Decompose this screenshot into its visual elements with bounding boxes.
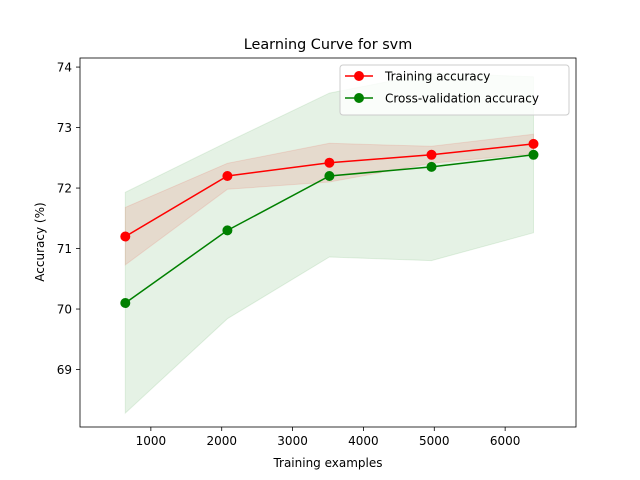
- x-axis-label: Training examples: [272, 456, 382, 470]
- series-1-point: [120, 231, 131, 242]
- x-tick-label: 4000: [348, 434, 379, 448]
- legend-box: [339, 64, 570, 116]
- series-2-point: [426, 161, 437, 172]
- y-axis-label: Accuracy (%): [33, 202, 47, 281]
- series-1-point: [528, 138, 539, 149]
- legend-label: Training accuracy: [384, 69, 490, 83]
- legend-label: Cross-validation accuracy: [385, 91, 539, 105]
- x-tick-label: 5000: [419, 434, 450, 448]
- series-1-point: [222, 171, 233, 181]
- y-tick-label: 72: [57, 181, 72, 195]
- y-tick-label: 73: [57, 121, 72, 135]
- y-tick-label: 70: [57, 302, 72, 316]
- series-2-point: [528, 149, 539, 160]
- legend-swatch-marker: [354, 71, 364, 81]
- x-tick-label: 6000: [490, 434, 521, 448]
- series-2-point: [222, 225, 233, 236]
- y-axis-ticks: 69 70 71 72 73 74: [57, 60, 80, 377]
- y-tick-label: 71: [57, 242, 72, 256]
- plot-frame: [79, 57, 577, 428]
- x-axis-ticks: 1000 2000 3000 4000 5000 6000: [136, 427, 521, 448]
- y-tick-label: 69: [57, 363, 72, 377]
- x-tick-label: 1000: [136, 434, 167, 448]
- series-markers: [120, 138, 539, 308]
- chart-title: Learning Curve for svm: [244, 37, 412, 53]
- legend: Training accuracy Cross-validation accura…: [339, 64, 570, 116]
- series-1-point: [324, 157, 335, 168]
- series-2-point: [120, 298, 131, 308]
- x-tick-label: 3000: [277, 434, 308, 448]
- series-1-point: [426, 149, 437, 160]
- y-tick-label: 74: [57, 60, 72, 74]
- series-2-point: [324, 171, 335, 181]
- legend-swatch-marker: [354, 93, 364, 103]
- x-tick-label: 2000: [206, 434, 237, 448]
